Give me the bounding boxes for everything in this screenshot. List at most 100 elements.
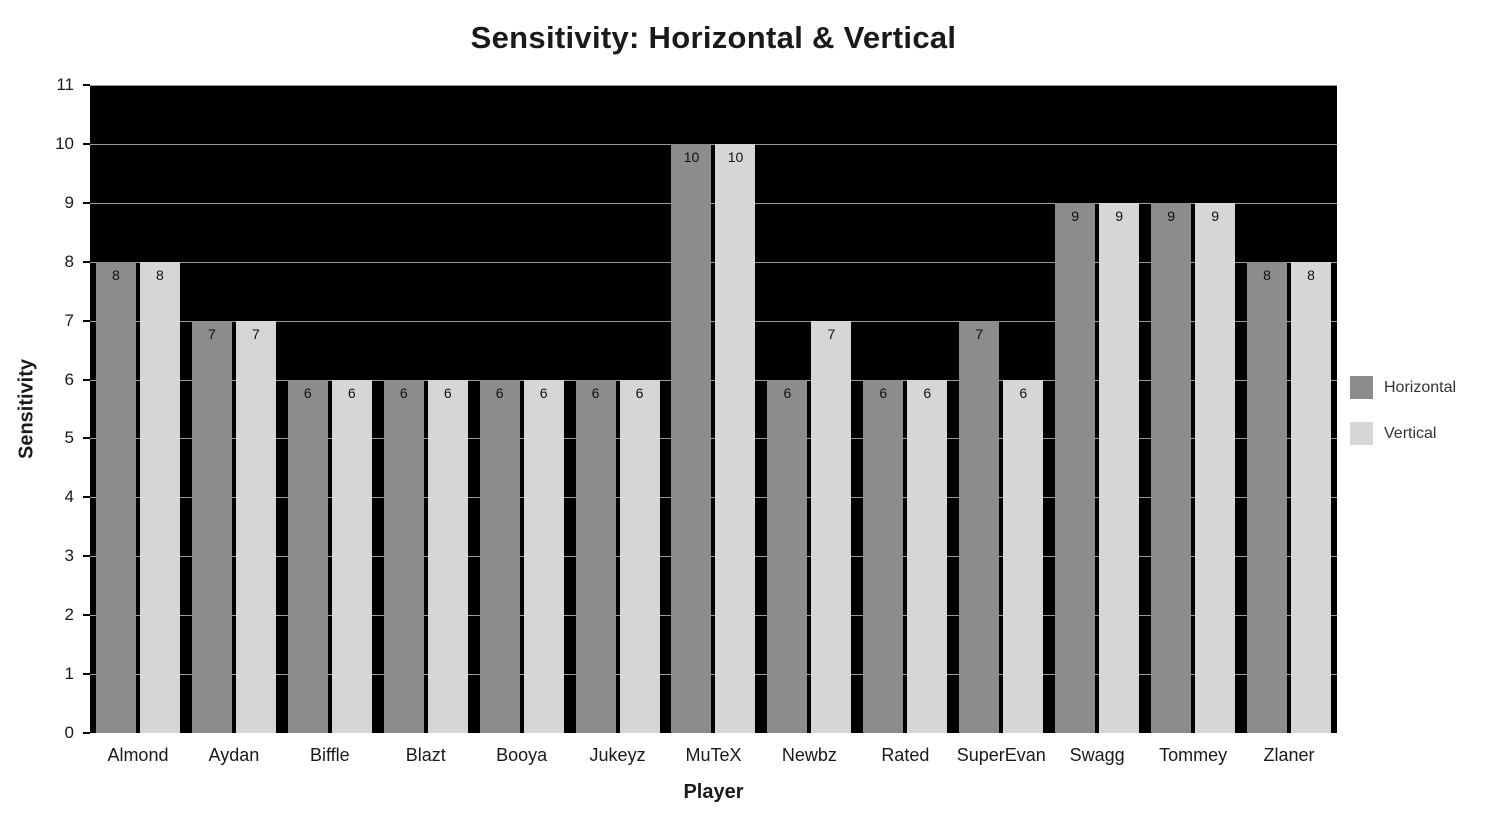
y-tick-mark [83, 437, 90, 440]
gridline [90, 556, 1337, 558]
bar-value-label: 8 [1307, 266, 1315, 283]
gridline [90, 497, 1337, 499]
bar-group-mutex: 10 10 [666, 85, 762, 733]
y-tick-label: 8 [64, 251, 74, 271]
gridline [90, 202, 1337, 204]
y-tick-mark [83, 201, 90, 204]
y-tick-mark [83, 496, 90, 499]
y-tick-mark [83, 378, 90, 381]
bar-value-label: 8 [156, 266, 164, 283]
bar-horizontal-biffle: 6 [287, 379, 328, 733]
gridline [90, 320, 1337, 322]
gridline [90, 438, 1337, 440]
bar-value-label: 6 [399, 384, 408, 401]
y-tick-label: 4 [64, 487, 74, 507]
bar-horizontal-zlaner: 8 [1247, 261, 1288, 733]
y-tick-label: 10 [55, 133, 74, 153]
gridline [90, 674, 1337, 676]
bar-value-label: 9 [1115, 207, 1124, 224]
x-tick-label-superevan: SuperEvan [956, 745, 1046, 765]
y-tick-mark [83, 319, 90, 322]
legend-label: Vertical [1384, 424, 1437, 442]
legend-swatch-horizontal [1350, 376, 1373, 399]
y-tick-mark [83, 142, 90, 145]
bar-value-label: 9 [1071, 207, 1080, 224]
gridline [90, 85, 1337, 86]
gridline [90, 379, 1337, 381]
bar-horizontal-swagg: 9 [1055, 202, 1096, 733]
y-tick-mark [83, 84, 90, 86]
bar-vertical-booya: 6 [523, 379, 564, 733]
bar-horizontal-tommey: 9 [1151, 202, 1192, 733]
y-tick-label: 1 [64, 664, 74, 684]
y-tick-label: 5 [64, 428, 74, 448]
bar-vertical-biffle: 6 [331, 379, 372, 733]
gridline [90, 261, 1337, 263]
y-tick-label: 9 [64, 192, 74, 212]
y-tick-label: 7 [64, 310, 74, 330]
bar-vertical-swagg: 9 [1099, 202, 1140, 733]
bar-value-label: 7 [251, 325, 260, 342]
plot-area: 8 8 7 7 6 6 6 6 6 6 6 6 10 10 6 7 6 6 7 6 9 9 9 9 8 8 [90, 85, 1337, 733]
bar-horizontal-aydan: 7 [191, 320, 232, 733]
gridline [90, 615, 1337, 617]
x-tick-label-swagg: Swagg [1069, 745, 1125, 765]
chart-title: Sensitivity: Horizontal & Vertical [470, 20, 957, 55]
legend: Horizontal Vertical [1350, 376, 1456, 445]
bar-vertical-jukeyz: 6 [619, 379, 660, 733]
x-tick-label-booya: Booya [496, 745, 548, 765]
bar-value-label: 6 [1019, 384, 1028, 401]
bar-value-label: 9 [1211, 207, 1219, 224]
bar-horizontal-jukeyz: 6 [575, 379, 616, 733]
bar-value-label: 6 [303, 384, 312, 401]
bar-value-label: 10 [683, 148, 700, 165]
bar-value-label: 6 [635, 384, 644, 401]
x-tick-label-mutex: MuTeX [685, 745, 742, 765]
bar-value-label: 6 [923, 384, 932, 401]
y-tick-mark [83, 555, 90, 558]
y-tick-label: 11 [56, 75, 74, 94]
bar-horizontal-booya: 6 [479, 379, 520, 733]
y-tick-label: 0 [64, 723, 74, 742]
x-tick-label-jukeyz: Jukeyz [589, 745, 646, 765]
bar-value-label: 8 [112, 266, 120, 283]
x-axis-title: Player [683, 781, 744, 803]
bar-vertical-blazt: 6 [427, 379, 468, 733]
y-tick-mark [83, 614, 90, 617]
legend-label: Horizontal [1384, 378, 1457, 396]
y-tick-mark [83, 673, 90, 676]
bar-vertical-rated: 6 [907, 379, 948, 733]
bar-horizontal-almond: 8 [95, 261, 136, 733]
x-tick-label-rated: Rated [881, 745, 930, 765]
x-axis-labels: Almond Aydan Biffle Blazt Booya Jukeyz MuTeX Ne… [90, 745, 1337, 766]
x-tick-label-newbz: Newbz [781, 745, 837, 765]
bar-horizontal-rated: 6 [863, 379, 904, 733]
bar-value-label: 6 [347, 384, 356, 401]
y-tick-mark [83, 260, 90, 263]
legend-item-vertical: Vertical [1350, 422, 1456, 445]
bar-value-label: 6 [495, 384, 504, 401]
bar-vertical-zlaner: 8 [1291, 261, 1332, 733]
x-tick-label-zlaner: Zlaner [1263, 745, 1315, 765]
bar-horizontal-mutex: 10 [671, 143, 712, 733]
gridline [90, 143, 1337, 145]
bar-vertical-superevan: 6 [1003, 379, 1044, 733]
y-tick-label: 2 [64, 605, 74, 625]
bar-horizontal-blazt: 6 [383, 379, 424, 733]
x-tick-label-almond: Almond [107, 745, 169, 765]
bar-value-label: 6 [591, 384, 600, 401]
bar-value-label: 7 [207, 325, 216, 342]
bar-vertical-aydan: 7 [235, 320, 276, 733]
bar-value-label: 8 [1263, 266, 1271, 283]
